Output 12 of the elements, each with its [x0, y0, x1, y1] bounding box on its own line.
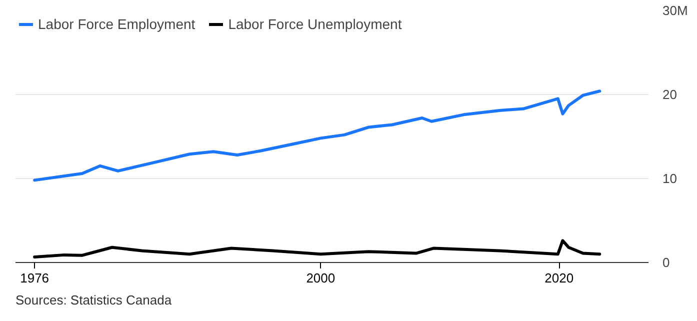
y-tick-label: 20: [662, 87, 677, 102]
x-tick-label: 2000: [306, 270, 336, 286]
line-series: [33, 90, 602, 182]
line-series: [33, 239, 602, 259]
x-tick-label: 2020: [544, 270, 574, 286]
x-tick-label: 1976: [20, 270, 50, 286]
legend-label: Labor Force Employment: [38, 16, 196, 32]
source-note: Sources: Statistics Canada: [16, 292, 172, 308]
y-tick-label: 10: [662, 171, 677, 186]
legend-label: Labor Force Unemployment: [228, 16, 402, 32]
y-tick-label: 30M: [662, 3, 688, 18]
y-tick-label: 0: [662, 255, 670, 270]
